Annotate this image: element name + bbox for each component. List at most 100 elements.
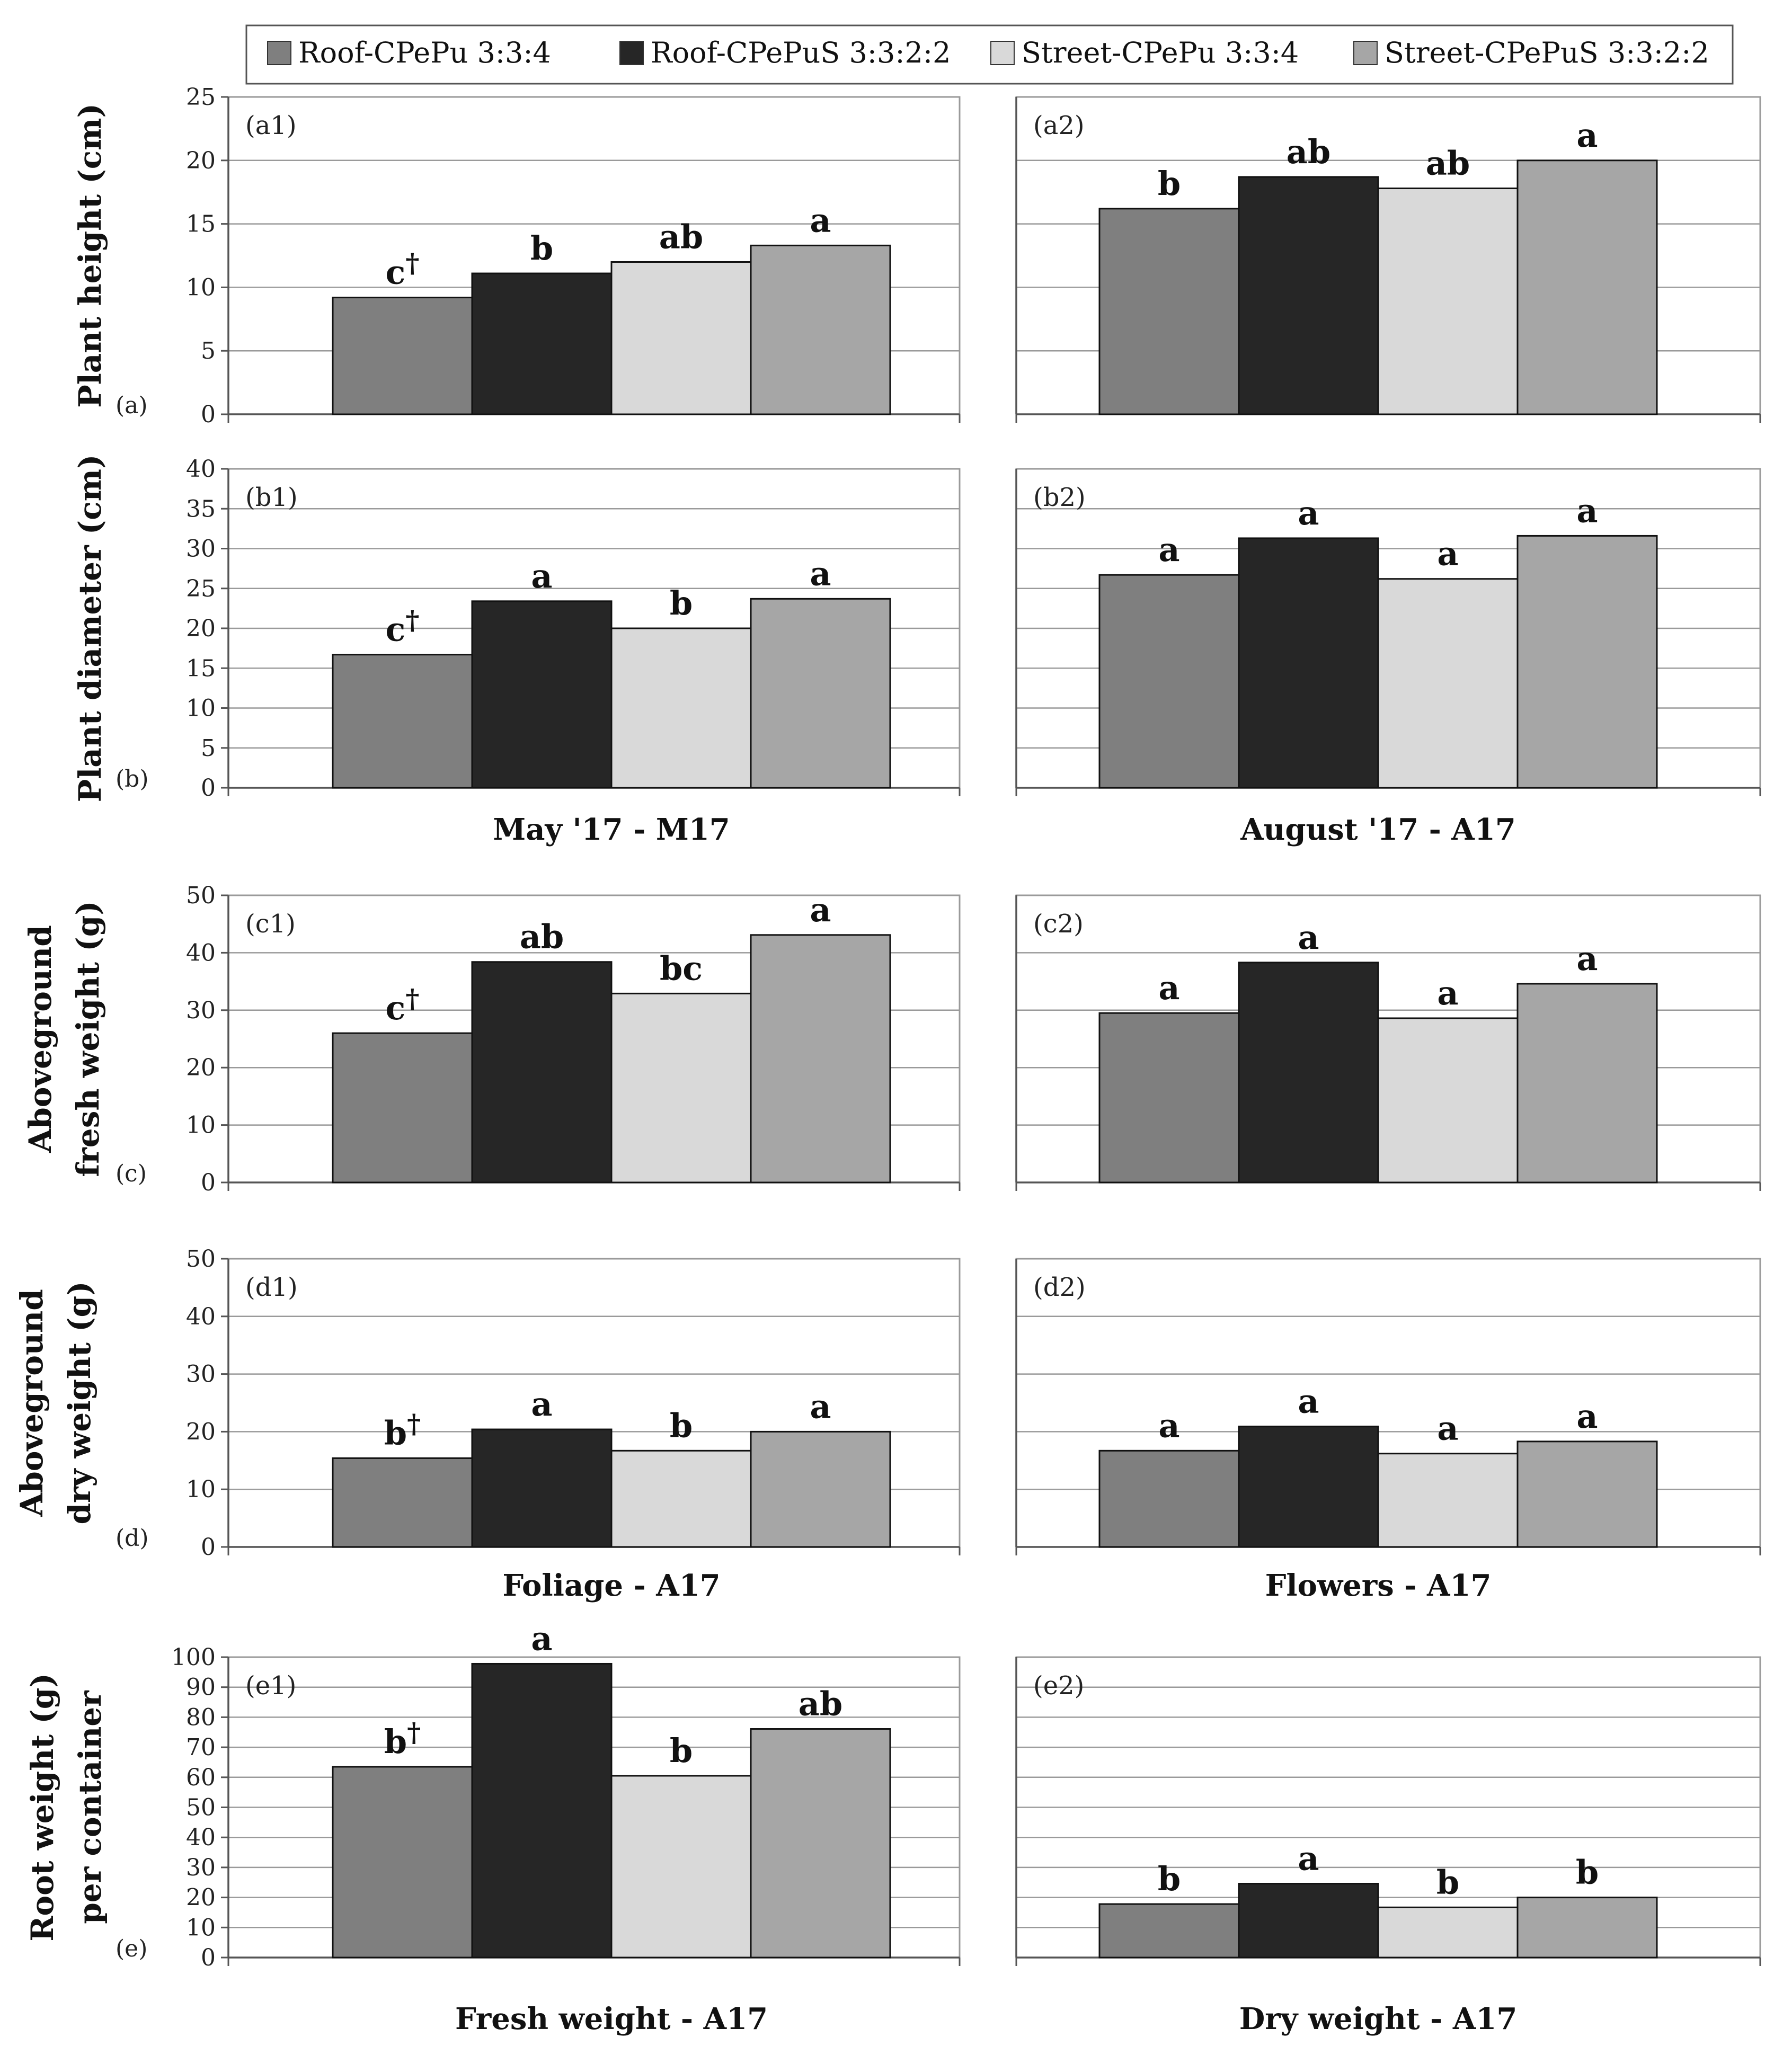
- chart-panel: (b2) a a a a: [1015, 468, 1761, 796]
- legend-swatch: [267, 41, 291, 65]
- bar: [332, 1032, 473, 1184]
- bar: [1098, 1903, 1240, 1959]
- significance-letter: a: [1298, 494, 1319, 532]
- significance-letter: a: [531, 1385, 552, 1424]
- y-tick-label: 35: [186, 495, 216, 522]
- panel-id: (d1): [245, 1273, 298, 1302]
- bar: [1238, 962, 1379, 1184]
- bar: [610, 1449, 752, 1548]
- significance-letter: c†: [386, 604, 420, 649]
- significance-letter: ab: [1287, 132, 1331, 171]
- significance-letter: a: [1576, 1397, 1598, 1436]
- significance-letter: a: [1437, 974, 1458, 1012]
- legend-swatch: [1353, 41, 1378, 65]
- significance-letter: a: [1437, 1409, 1458, 1448]
- significance-letter: a: [810, 554, 831, 593]
- panel-id: (a1): [245, 111, 297, 140]
- significance-letter: b: [1158, 164, 1181, 203]
- y-tick-label: 5: [201, 735, 216, 762]
- significance-letter: b†: [384, 1716, 421, 1761]
- bar: [332, 1457, 473, 1548]
- y-tick-label: 10: [186, 1112, 216, 1139]
- bar: [750, 244, 891, 415]
- panel-id: (c2): [1033, 909, 1084, 939]
- x-category-label: August '17 - A17: [1240, 812, 1516, 847]
- bar: [332, 297, 473, 415]
- y-axis-title: Root weight (g): [24, 1673, 60, 1942]
- y-tick-label: 15: [186, 211, 216, 238]
- y-tick-label: 10: [186, 1914, 216, 1941]
- y-tick-label: 30: [186, 536, 216, 563]
- significance-letter: a: [810, 1387, 831, 1426]
- bar: [610, 992, 752, 1184]
- significance-letter: c†: [386, 983, 420, 1027]
- dagger-mark: †: [405, 983, 419, 1014]
- chart-panel: (c2) a a a a: [1015, 894, 1761, 1191]
- panel-id: (e1): [245, 1671, 296, 1701]
- chart-panel: (a2) b ab ab a: [1015, 96, 1761, 423]
- bar: [471, 1428, 613, 1548]
- y-tick-label: 15: [186, 655, 216, 682]
- significance-letter: a: [1158, 530, 1179, 569]
- y-tick-label: 80: [186, 1704, 216, 1731]
- significance-letter: ab: [1426, 144, 1470, 183]
- bar: [471, 961, 613, 1184]
- y-tick-label: 30: [186, 1854, 216, 1881]
- bar: [750, 1430, 891, 1548]
- x-category-label: Flowers - A17: [1265, 1568, 1492, 1603]
- bar: [1377, 188, 1519, 415]
- legend-label: Street-CPePu 3:3:4: [1022, 36, 1299, 69]
- significance-letter: ab: [520, 918, 564, 956]
- significance-letter: b†: [384, 1408, 421, 1452]
- legend-box: [245, 24, 1734, 85]
- significance-letter: c†: [386, 247, 420, 292]
- dagger-mark: †: [407, 1408, 421, 1439]
- bar: [610, 1775, 752, 1959]
- y-tick-label: 25: [186, 84, 216, 111]
- bar: [1098, 574, 1240, 789]
- y-tick-label: 10: [186, 695, 216, 722]
- y-tick-label: 20: [186, 1418, 216, 1445]
- significance-letter: ab: [799, 1685, 843, 1723]
- bar: [1516, 983, 1658, 1184]
- y-axis-title: Plant diameter (cm): [72, 455, 108, 803]
- chart-panel: 0 10 20 30 40 50 (c1) c† ab bc a: [186, 882, 961, 1196]
- panel-id: (b1): [245, 483, 298, 512]
- legend-label: Roof-CPePu 3:3:4: [298, 36, 551, 69]
- y-axis-title: Aboveground: [22, 925, 58, 1153]
- legend-swatch: [990, 41, 1015, 65]
- significance-letter: a: [810, 201, 831, 239]
- y-axis-title: dry weight (g): [61, 1281, 97, 1524]
- bar: [471, 272, 613, 415]
- y-axis-title: Plant height (cm): [72, 103, 108, 408]
- y-tick-label: 60: [186, 1764, 216, 1791]
- y-tick-label: 100: [171, 1644, 216, 1671]
- panel-id: (a2): [1033, 111, 1085, 140]
- y-tick-label: 30: [186, 1361, 216, 1388]
- bar: [332, 1766, 473, 1959]
- y-tick-label: 50: [186, 882, 216, 909]
- legend-label: Street-CPePuS 3:3:2:2: [1385, 36, 1709, 69]
- bar: [1516, 1897, 1658, 1959]
- dagger-mark: †: [407, 1716, 421, 1748]
- y-tick-label: 20: [186, 615, 216, 642]
- y-tick-label: 20: [186, 147, 216, 174]
- y-axis-title: Aboveground: [14, 1289, 50, 1517]
- y-tick-label: 0: [201, 1944, 216, 1971]
- bar: [1238, 537, 1379, 789]
- bar: [1377, 1906, 1519, 1959]
- significance-letter: a: [1576, 939, 1598, 978]
- significance-letter: a: [1576, 116, 1598, 155]
- significance-letter: a: [1437, 535, 1458, 573]
- legend-swatch: [619, 41, 644, 65]
- y-tick-label: 25: [186, 575, 216, 602]
- bar: [750, 1728, 891, 1959]
- dagger-mark: †: [405, 604, 419, 636]
- y-tick-label: 90: [186, 1674, 216, 1701]
- y-tick-label: 40: [186, 456, 216, 483]
- bar: [1377, 578, 1519, 789]
- bar: [750, 934, 891, 1184]
- panel-id: (c1): [245, 909, 296, 939]
- bar: [1516, 1440, 1658, 1548]
